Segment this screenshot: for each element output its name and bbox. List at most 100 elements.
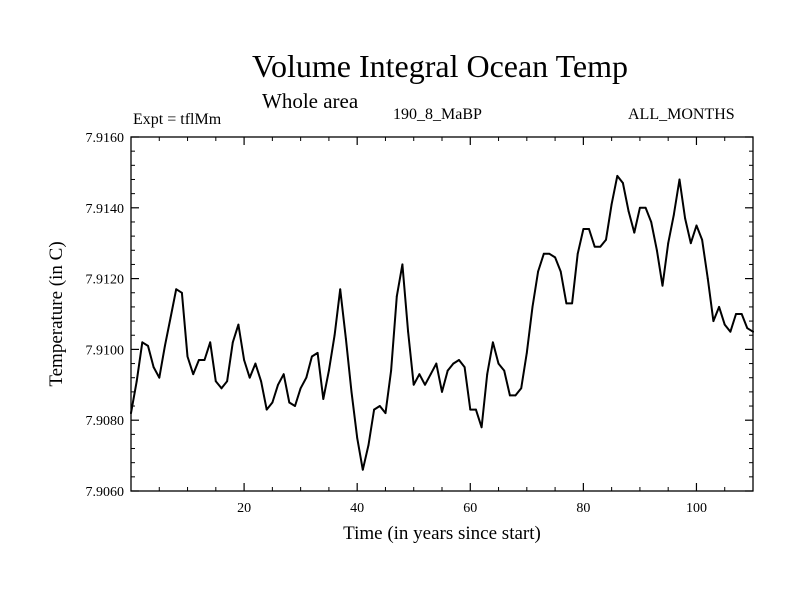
y-axis-label: Temperature (in C) — [46, 241, 67, 386]
data-point — [350, 390, 353, 393]
data-point — [248, 376, 251, 379]
data-point — [441, 390, 443, 393]
data-point — [237, 323, 240, 326]
data-point — [277, 383, 279, 386]
data-point — [661, 284, 664, 287]
data-point — [186, 355, 189, 358]
data-point — [542, 252, 545, 255]
data-point — [565, 302, 568, 305]
data-point — [220, 387, 223, 390]
data-point — [333, 334, 336, 337]
data-point — [435, 362, 438, 365]
data-point — [311, 355, 313, 358]
data-point — [672, 213, 675, 216]
y-tick-label: 7.9160 — [86, 131, 125, 146]
data-point — [689, 242, 692, 245]
data-point — [401, 263, 404, 266]
series-line — [130, 174, 754, 471]
data-point — [678, 178, 681, 181]
data-point — [548, 252, 551, 255]
data-point — [197, 359, 200, 361]
x-tick-label: 20 — [237, 501, 251, 516]
data-point — [175, 288, 178, 291]
data-point — [282, 373, 285, 376]
data-point — [475, 408, 477, 411]
data-point — [644, 206, 647, 209]
y-tick-label: 7.9060 — [86, 485, 125, 500]
data-point — [740, 313, 743, 315]
chart-subtitle: Whole area — [262, 89, 359, 113]
plot-frame — [130, 136, 754, 492]
data-point — [418, 373, 421, 376]
data-point — [209, 341, 212, 344]
data-point — [424, 383, 426, 386]
data-point — [299, 387, 302, 390]
data-point — [395, 295, 398, 298]
data-point — [361, 468, 364, 471]
data-point — [265, 408, 268, 411]
data-point — [729, 330, 732, 333]
data-point — [616, 175, 619, 177]
data-point — [593, 245, 596, 248]
data-point — [712, 320, 715, 322]
data-point — [639, 206, 641, 209]
data-point — [723, 323, 726, 326]
data-point — [316, 352, 319, 354]
data-point — [452, 362, 455, 365]
data-point — [463, 366, 466, 368]
x-tick-label: 60 — [463, 501, 477, 516]
data-point — [322, 398, 325, 400]
data-point — [746, 327, 749, 330]
data-point — [260, 380, 262, 383]
data-point — [525, 352, 528, 354]
data-point — [559, 270, 562, 273]
data-point — [141, 341, 144, 344]
data-point — [164, 344, 166, 347]
data-point — [226, 380, 229, 383]
x-tick-labels: 20 40 60 80 100 — [237, 501, 707, 516]
data-point — [491, 341, 494, 344]
data-point — [231, 341, 234, 344]
data-point — [328, 369, 330, 372]
data-point — [412, 383, 415, 386]
data-point — [701, 238, 704, 241]
data-point — [599, 245, 602, 248]
data-point — [373, 408, 376, 411]
data-point — [706, 277, 709, 280]
data-point — [356, 437, 359, 439]
data-point — [152, 366, 155, 368]
data-point — [554, 256, 556, 259]
data-point — [344, 337, 347, 340]
data-point — [158, 376, 161, 379]
x-tick-label: 40 — [350, 501, 364, 516]
data-point — [192, 373, 195, 376]
data-point — [735, 313, 737, 315]
data-point — [214, 380, 217, 383]
data-point — [633, 231, 636, 234]
data-point — [667, 242, 670, 245]
data-point — [650, 221, 653, 223]
y-tick-labels: 7.9060 7.9080 7.9100 7.9120 7.9140 7.9160 — [86, 131, 125, 500]
data-point — [243, 359, 245, 361]
data-point — [531, 306, 534, 308]
x-tick-label: 80 — [576, 501, 590, 516]
data-point — [537, 270, 540, 273]
data-point — [135, 380, 138, 383]
data-point — [610, 203, 613, 206]
data-point — [655, 249, 658, 252]
x-axis-label: Time (in years since start) — [343, 523, 541, 544]
data-point — [718, 306, 720, 308]
data-point — [203, 359, 206, 361]
data-point — [254, 362, 257, 365]
axis-ticks — [131, 136, 753, 492]
data-point — [508, 394, 511, 397]
data-point — [469, 408, 472, 411]
data-point — [339, 288, 342, 291]
data-point — [294, 405, 296, 407]
x-tick-label: 100 — [686, 501, 707, 516]
y-tick-label: 7.9140 — [86, 202, 125, 217]
data-point — [480, 426, 483, 429]
data-point — [407, 330, 409, 333]
data-point — [486, 373, 489, 376]
